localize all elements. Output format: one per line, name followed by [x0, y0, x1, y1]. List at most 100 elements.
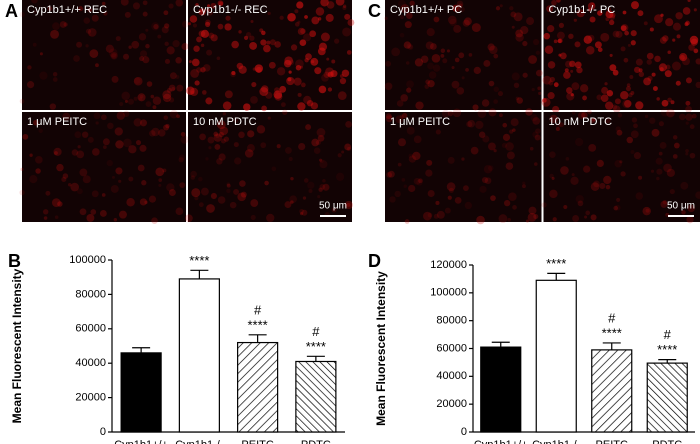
cell-signal [322, 183, 330, 191]
significance-label: **** [248, 317, 268, 332]
cell-signal [681, 57, 690, 66]
cell-signal [217, 196, 226, 204]
cell-signal [448, 187, 455, 193]
cell-signal [599, 182, 606, 189]
cell-signal [507, 218, 511, 222]
cell-signal [335, 0, 345, 6]
cell-signal [481, 176, 489, 184]
cell-signal [591, 117, 596, 122]
cell-signal [397, 0, 407, 9]
cell-signal [79, 168, 88, 177]
cell-signal [633, 123, 638, 129]
cell-signal [685, 77, 692, 84]
cell-signal [675, 80, 681, 86]
cell-signal [331, 59, 336, 64]
cell-signal [650, 169, 655, 173]
y-tick-label: 20000 [436, 398, 467, 410]
cell-signal [311, 138, 320, 147]
cell-signal [549, 114, 558, 124]
cell-signal [142, 56, 150, 64]
cell-signal [59, 21, 67, 28]
cell-signal [274, 41, 281, 48]
cell-signal [76, 188, 83, 195]
cell-signal [226, 188, 231, 194]
cell-signal [175, 0, 184, 7]
cell-signal [570, 176, 579, 185]
cell-signal [142, 0, 148, 6]
image-label: Cyp1b1+/+ PC [390, 4, 462, 16]
cell-signal [427, 190, 435, 198]
cell-signal [606, 90, 614, 97]
cell-signal [433, 213, 439, 219]
cell-signal [210, 34, 218, 42]
cell-signal [559, 122, 565, 128]
cell-signal [581, 112, 588, 119]
cell-signal [207, 136, 215, 144]
cell-signal [171, 86, 176, 91]
cell-signal [502, 133, 511, 141]
cell-signal [672, 154, 678, 159]
cell-signal [205, 21, 211, 27]
cell-signal [489, 45, 498, 55]
cell-signal [213, 133, 223, 142]
cell-signal [589, 117, 596, 123]
cell-signal [505, 142, 514, 151]
cell-signal [673, 142, 680, 149]
cell-signal [216, 158, 223, 165]
cell-signal [101, 1, 106, 6]
cell-signal [574, 61, 582, 69]
cell-signal [179, 182, 186, 188]
cell-signal [194, 80, 200, 86]
cell-signal [344, 143, 352, 151]
cell-signal [200, 67, 206, 73]
cell-signal [571, 173, 575, 177]
cell-signal [620, 25, 627, 32]
cell-signal [656, 97, 660, 101]
cell-signal [402, 112, 408, 119]
bar [646, 362, 688, 433]
cell-signal [63, 22, 68, 27]
cell-signal [587, 2, 596, 10]
cell-signal [607, 7, 611, 11]
cell-signal [629, 75, 634, 79]
cell-signal [659, 141, 667, 149]
cell-signal [654, 14, 663, 24]
cell-signal [53, 147, 62, 157]
cell-signal [52, 72, 58, 77]
cell-signal [293, 77, 302, 86]
cell-signal [645, 208, 650, 213]
cell-signal [676, 34, 681, 39]
cell-signal [557, 38, 563, 44]
cell-signal [628, 92, 633, 98]
cell-signal [342, 27, 352, 37]
cell-signal [615, 30, 623, 38]
cell-signal [685, 105, 692, 113]
cell-signal [87, 28, 97, 37]
cell-signal [111, 75, 119, 83]
cell-signal [164, 58, 171, 65]
cell-signal [488, 142, 496, 151]
cell-signal [56, 163, 64, 172]
cell-signal [83, 17, 91, 24]
cell-signal [95, 63, 99, 68]
cell-signal [133, 76, 143, 86]
cell-signal [199, 133, 207, 141]
cell-signal [679, 113, 686, 121]
micrograph [188, 112, 352, 222]
cell-signal [446, 49, 450, 53]
cell-signal [689, 35, 699, 45]
cell-signal [252, 67, 256, 71]
cell-signal [479, 185, 487, 193]
cell-signal [341, 150, 345, 154]
cell-signal [616, 197, 621, 202]
cell-signal [128, 145, 137, 154]
cell-signal [200, 187, 209, 196]
cell-signal [70, 182, 80, 192]
cell-signal [651, 72, 656, 77]
cell-signal [555, 121, 562, 128]
cell-signal [665, 64, 671, 70]
cell-signal [510, 118, 519, 127]
cell-signal [590, 214, 597, 221]
micrograph [543, 112, 700, 222]
cell-signal [571, 82, 580, 91]
